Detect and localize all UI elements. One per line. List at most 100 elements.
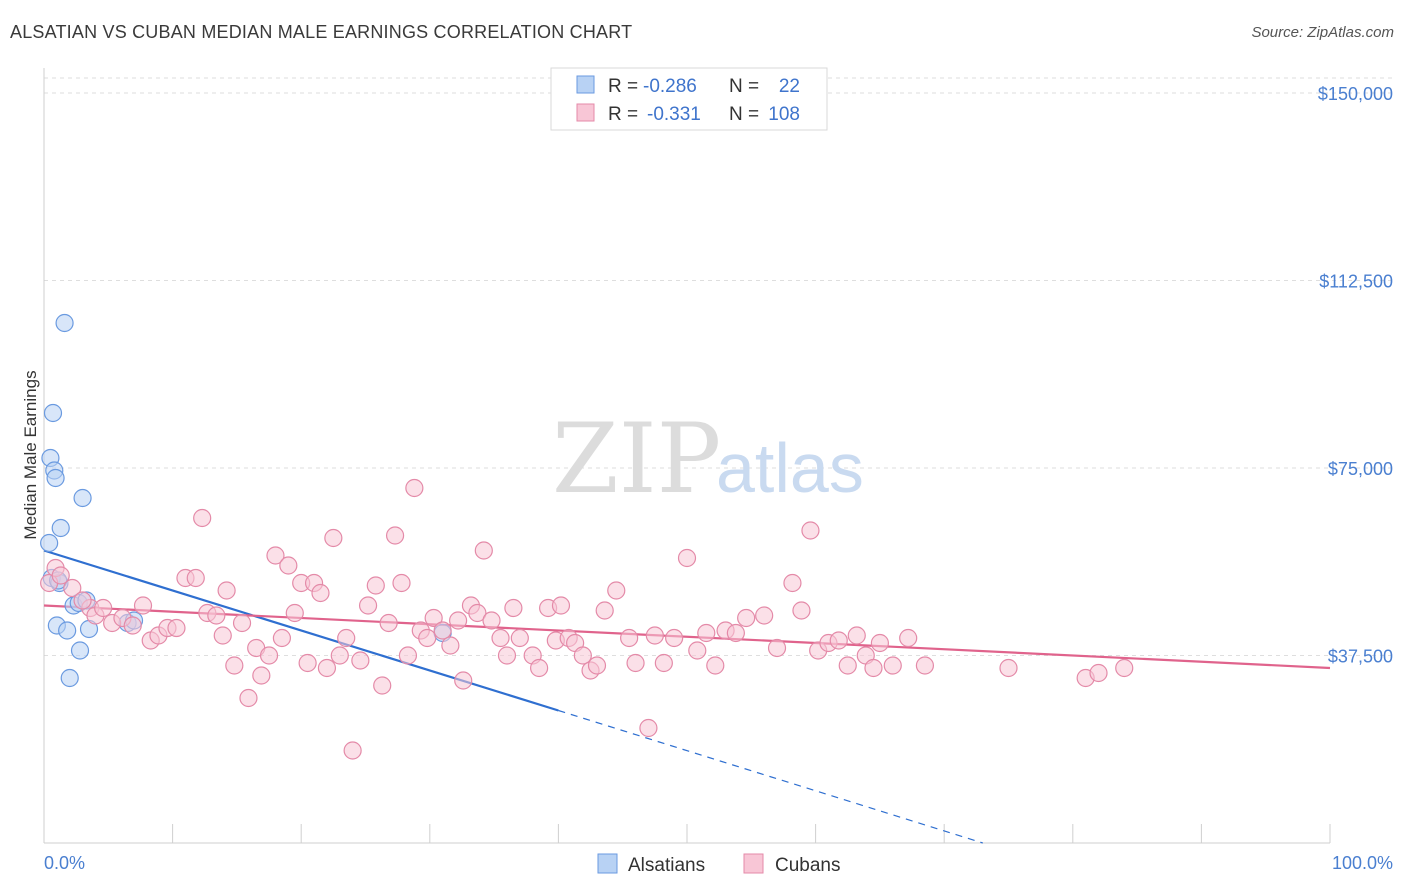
- cubans-point-105: [899, 628, 918, 648]
- cubans-point-81: [645, 626, 664, 645]
- cubans-point-65: [510, 628, 529, 648]
- cubans-point-67: [530, 658, 549, 678]
- cubans-point-45: [373, 676, 392, 695]
- cubans-point-49: [398, 646, 418, 665]
- series-legend: Alsatians Cubans: [597, 853, 841, 876]
- legend-r-value-alsatians: -0.286: [643, 76, 697, 97]
- grid-lines: [44, 77, 1394, 656]
- series-legend-swatch-cubans: [743, 853, 764, 874]
- trend-lines: [43, 549, 1331, 844]
- cubans-point-17: [186, 568, 205, 588]
- cubans-point-25: [239, 688, 258, 708]
- alsatians-point-1: [43, 403, 63, 423]
- watermark-zip: ZIP: [552, 403, 721, 515]
- cubans-point-82: [654, 653, 673, 673]
- cubans-point-50: [405, 478, 424, 498]
- cubans-point-92: [767, 638, 787, 658]
- cubans-point-55: [441, 636, 460, 655]
- cubans-point-110: [1115, 658, 1134, 678]
- cubans-point-59: [468, 603, 487, 623]
- cubans-point-98: [829, 631, 848, 650]
- cubans-point-40: [337, 628, 356, 648]
- series-legend-label-alsatians: Alsatians: [628, 855, 705, 876]
- alsatians-point-5: [73, 488, 92, 508]
- alsatians-point-14: [58, 621, 77, 640]
- cubans-point-43: [358, 596, 378, 615]
- cubans-point-5: [73, 591, 92, 610]
- cubans-point-36: [311, 583, 330, 603]
- y-axis-label: Median Male Earnings: [21, 370, 40, 539]
- cubans-point-76: [595, 601, 614, 620]
- cubans-point-30: [272, 628, 292, 648]
- legend-n-value-cubans: 108: [768, 104, 800, 125]
- cubans-point-63: [497, 646, 517, 665]
- cubans-point-46: [379, 613, 398, 633]
- legend-r-label-alsatians: R =: [608, 76, 638, 97]
- cubans-point-10: [123, 616, 142, 635]
- cubans-point-103: [870, 633, 890, 653]
- series-legend-swatch-alsatians: [597, 853, 618, 874]
- cubans-point-32: [285, 603, 304, 623]
- cubans-point-29: [266, 546, 285, 565]
- cubans-point-80: [639, 718, 658, 738]
- cubans-point-87: [706, 656, 725, 675]
- cubans-point-104: [883, 656, 902, 675]
- x-tick-label-min: 0.0%: [44, 853, 85, 873]
- cubans-point-53: [424, 608, 443, 628]
- alsatians-point-0: [55, 313, 74, 333]
- cubans-point-60: [474, 541, 493, 560]
- cubans-point-54: [433, 621, 452, 640]
- cubans-point-79: [626, 653, 645, 673]
- cubans-trend-line: [43, 604, 1331, 670]
- cubans-point-83: [665, 628, 684, 648]
- cubans-point-89: [726, 623, 745, 643]
- y-tick-label-2: $75,000: [1328, 459, 1393, 479]
- alsatians-point-18: [70, 641, 90, 660]
- axes: [43, 68, 1331, 844]
- cubans-point-52: [418, 628, 437, 648]
- cubans-point-11: [133, 596, 153, 615]
- alsatians-point-4: [46, 468, 65, 488]
- cubans-point-86: [697, 623, 716, 643]
- cubans-point-84: [677, 548, 697, 568]
- cubans-point-23: [225, 656, 244, 675]
- cubans-point-73: [573, 646, 592, 665]
- cubans-point-24: [232, 613, 252, 633]
- x-tick-labels: 0.0% 100.0%: [44, 853, 1393, 873]
- stats-legend-box: [550, 67, 828, 131]
- cubans-point-47: [385, 526, 405, 545]
- legend-swatch-alsatians: [576, 75, 595, 94]
- cubans-point-77: [607, 581, 626, 600]
- series-legend-label-cubans: Cubans: [775, 855, 841, 876]
- alsatians-point-19: [60, 668, 79, 688]
- cubans-point-38: [324, 528, 343, 548]
- cubans-point-106: [915, 656, 935, 675]
- cubans-point-22: [217, 581, 236, 600]
- y-tick-labels: $150,000 $112,500 $75,000 $37,500: [1318, 84, 1393, 667]
- cubans-point-91: [755, 606, 774, 625]
- x-tick-label-max: 100.0%: [1332, 853, 1393, 873]
- cubans-point-37: [317, 658, 337, 678]
- alsatians-trend-extension: [558, 709, 983, 844]
- y-tick-label-0: $150,000: [1318, 84, 1393, 104]
- y-tick-label-1: $112,500: [1319, 272, 1393, 292]
- cubans-point-94: [792, 601, 811, 620]
- stats-legend: R = -0.286 N = 22 R = -0.331 N = 108: [550, 67, 828, 131]
- cubans-point-62: [491, 628, 510, 648]
- chart-title: ALSATIAN VS CUBAN MEDIAN MALE EARNINGS C…: [10, 22, 633, 42]
- cubans-point-18: [193, 508, 212, 528]
- alsatians-point-6: [51, 518, 70, 538]
- legend-n-label-cubans: N =: [729, 104, 759, 125]
- cubans-point-48: [392, 573, 411, 593]
- legend-n-label-alsatians: N =: [729, 76, 759, 97]
- cubans-point-99: [838, 656, 857, 675]
- cubans-point-42: [351, 651, 370, 670]
- cubans-point-44: [366, 576, 385, 595]
- cubans-point-34: [298, 653, 317, 673]
- cubans-point-70: [551, 596, 571, 615]
- cubans-point-28: [259, 646, 279, 665]
- cubans-point-20: [207, 606, 226, 625]
- cubans-point-31: [279, 556, 298, 575]
- legend-swatch-cubans: [576, 103, 595, 122]
- cubans-point-78: [620, 628, 639, 648]
